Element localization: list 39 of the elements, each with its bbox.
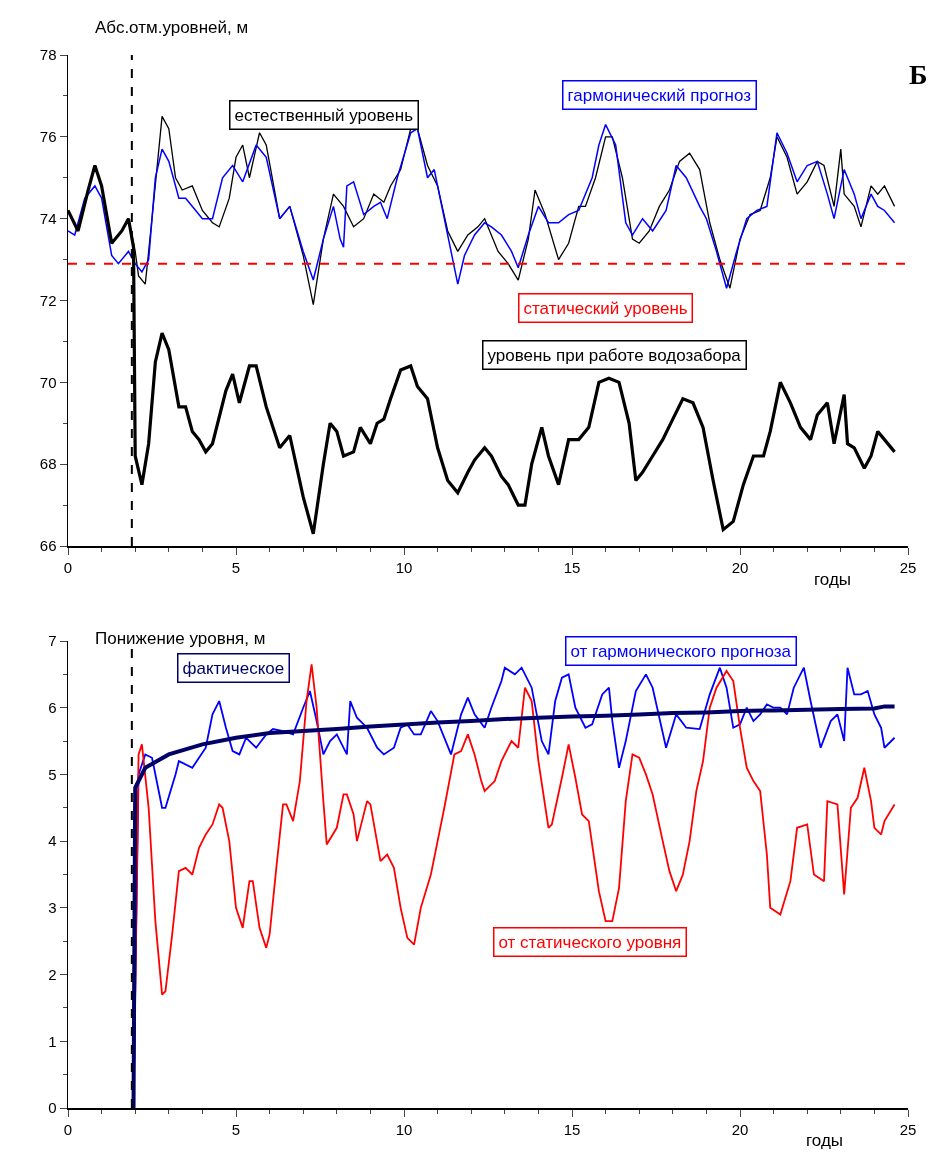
y-tick-label: 66 [39,537,57,555]
y-tick-label: 3 [48,899,57,917]
x-tick-label: 20 [731,558,749,576]
text: фактическое [182,658,285,678]
x-axis-title: годы [814,570,852,589]
x-tick-label: 15 [563,558,581,576]
y-tick-label: 74 [39,209,57,227]
y-tick-label: 0 [48,1099,57,1117]
y-tick-label: 1 [48,1032,57,1050]
x-tick-label: 0 [63,1120,73,1138]
y-tick-label: 76 [39,128,57,146]
x-tick-label: 15 [563,1120,581,1138]
x-axis-title: годы [806,1131,844,1150]
text: гармонический прогноз [567,85,752,105]
x-tick-label: 25 [899,558,917,576]
y-tick-label: 5 [48,765,57,783]
y-tick-label: 4 [48,832,57,850]
text: Б [909,59,928,90]
y-tick-label: 2 [48,965,57,983]
series-label: уровень при работе водозабора [487,345,742,365]
x-tick-label: 0 [63,558,73,576]
series-label: от статического уровня [498,932,682,952]
y-axis-title: Абс.отм.уровней, м [95,18,249,37]
x-tick-label: 5 [231,1120,241,1138]
y-tick-label: 72 [39,291,57,309]
y-tick-label: 68 [39,455,57,473]
y-axis-title: Понижение уровня, м [95,629,266,648]
y-tick-label: 78 [39,46,57,64]
series-label: от гармонического прогноза [570,641,792,661]
y-tick-label: 7 [48,632,57,650]
y-tick-label: 70 [39,373,57,391]
x-tick-label: 5 [231,558,241,576]
x-tick-label: 10 [395,1120,413,1138]
ref-line-label: статический уровень [523,298,688,318]
series-label: естественный уровень [234,105,414,125]
x-tick-label: 20 [731,1120,749,1138]
y-tick-label: 6 [48,698,57,716]
x-tick-label: 25 [899,1120,917,1138]
x-tick-label: 10 [395,558,413,576]
